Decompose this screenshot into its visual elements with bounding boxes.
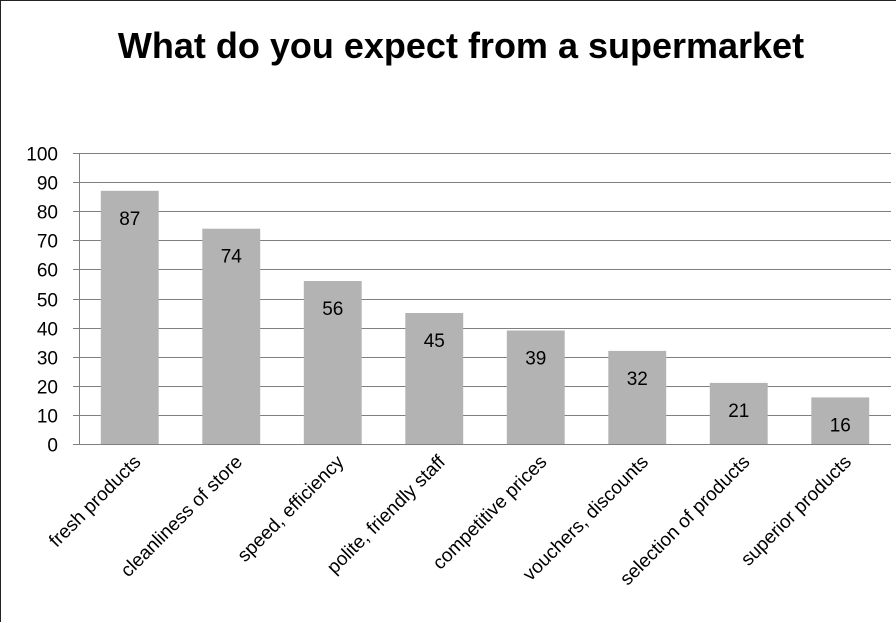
y-tick-label: 0: [47, 436, 58, 457]
bar: [506, 330, 565, 444]
y-tick-label: 40: [37, 320, 58, 341]
data-label: 87: [119, 209, 140, 230]
y-tick-label: 100: [26, 145, 58, 166]
bar: [811, 397, 870, 444]
bar: [709, 382, 768, 444]
y-tick-label: 20: [37, 378, 58, 399]
data-label: 56: [322, 299, 343, 320]
y-tick-label: 80: [37, 203, 58, 224]
bar: [608, 350, 667, 444]
y-tick-labels: 0 10 20 30 40 50 60 70 80 90 100: [26, 145, 58, 457]
category-label: speed, efficiency: [234, 451, 349, 566]
gridlines: [79, 153, 891, 416]
y-tick-label: 50: [37, 291, 58, 312]
y-tick-label: 60: [37, 261, 58, 282]
y-tick-label: 10: [37, 407, 58, 428]
y-tick-label: 90: [37, 174, 58, 195]
axes: [73, 153, 891, 445]
chart-title: What do you expect from a supermarket: [117, 25, 805, 66]
data-label: 45: [424, 331, 445, 352]
data-label: 74: [221, 247, 243, 268]
data-label: 21: [728, 401, 749, 422]
bar: [100, 190, 159, 444]
data-label: 39: [525, 349, 546, 370]
bar: [405, 313, 464, 444]
bars: [100, 190, 870, 444]
category-label: superior products: [737, 452, 856, 571]
bar: [202, 228, 261, 444]
y-tick-label: 30: [37, 349, 58, 370]
y-tick-label: 70: [37, 232, 58, 253]
data-label: 16: [830, 415, 851, 436]
category-label: fresh products: [45, 452, 145, 552]
data-labels: 87 74 56 45 39 32 21 16: [119, 209, 851, 437]
bar: [303, 281, 362, 444]
data-label: 32: [627, 369, 648, 390]
